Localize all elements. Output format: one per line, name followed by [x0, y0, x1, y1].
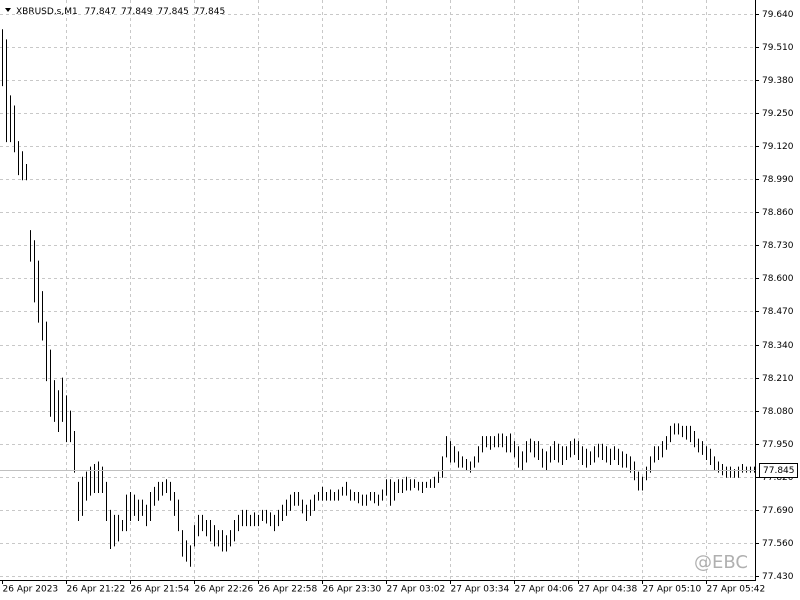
bars	[2, 29, 755, 567]
y-tick-label: 77.950	[762, 440, 794, 450]
y-tick-label: 77.560	[762, 539, 794, 549]
y-tick-label: 78.210	[762, 374, 794, 384]
y-tick-label: 79.250	[762, 109, 794, 119]
grid	[0, 0, 755, 580]
last-price-box	[759, 463, 798, 478]
watermark: @EBC	[694, 552, 748, 573]
y-tick-label: 78.600	[762, 274, 794, 284]
y-tick-label: 78.860	[762, 208, 794, 218]
collapse-icon[interactable]	[5, 8, 11, 12]
x-tick-label: 27 Apr 03:34	[451, 585, 510, 595]
header-value: 77.847	[85, 7, 117, 17]
y-tick-label: 79.510	[762, 43, 794, 53]
header-value: 77.849	[121, 7, 153, 17]
y-tick-label: 79.380	[762, 76, 794, 86]
y-tick-label: 79.640	[762, 10, 794, 20]
y-tick-label: 79.120	[762, 142, 794, 152]
x-tick-label: 26 Apr 21:22	[67, 585, 126, 595]
y-tick-label: 78.340	[762, 341, 794, 351]
x-tick-label: 26 Apr 2023	[3, 585, 59, 595]
x-tick-label: 26 Apr 21:54	[131, 585, 190, 595]
y-tick-label: 78.470	[762, 307, 794, 317]
chart-header: XBRUSD.s,M1 77.847 77.849 77.845 77.845	[16, 7, 225, 17]
x-tick-label: 27 Apr 05:10	[643, 585, 702, 595]
header-value: 77.845	[194, 7, 226, 17]
y-tick-label: 77.430	[762, 572, 794, 582]
x-tick-label: 27 Apr 04:38	[579, 585, 638, 595]
x-tick-label: 27 Apr 03:02	[387, 585, 446, 595]
y-tick-label: 78.730	[762, 241, 794, 251]
x-tick-label: 26 Apr 22:26	[195, 585, 254, 595]
x-tick-label: 27 Apr 04:06	[515, 585, 574, 595]
header-value: 77.845	[157, 7, 189, 17]
last-price-label: 77.845	[763, 466, 795, 476]
y-tick-label: 78.990	[762, 175, 794, 185]
x-tick-label: 26 Apr 22:58	[259, 585, 318, 595]
symbol: XBRUSD.s,M1	[16, 7, 78, 17]
y-tick-label: 78.080	[762, 407, 794, 417]
x-tick-label: 26 Apr 23:30	[323, 585, 382, 595]
x-tick-label: 27 Apr 05:42	[707, 585, 766, 595]
y-tick-label: 77.690	[762, 506, 794, 516]
